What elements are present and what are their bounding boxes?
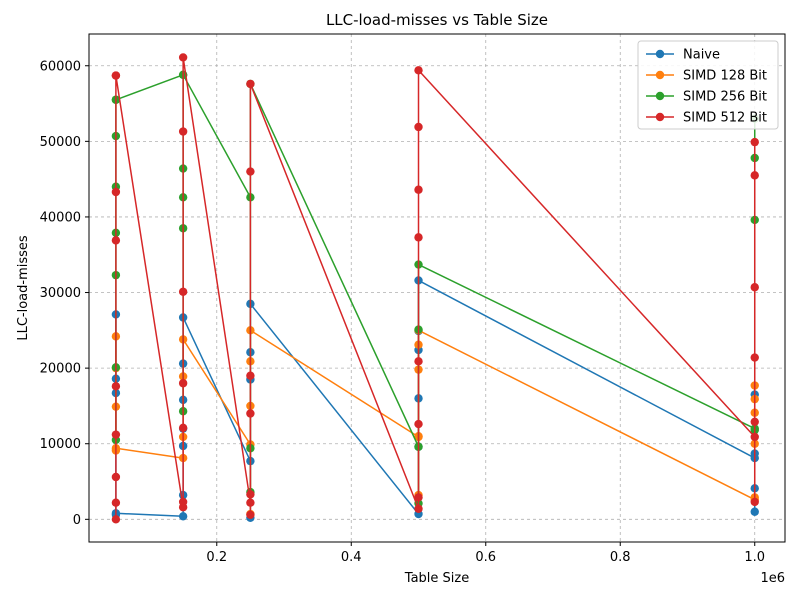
legend-marker xyxy=(655,70,665,80)
data-point xyxy=(246,510,255,519)
legend-item: SIMD 256 Bit xyxy=(646,90,767,105)
data-point xyxy=(246,79,255,89)
legend-item: SIMD 128 Bit xyxy=(646,69,767,84)
series-layer xyxy=(111,53,759,524)
plot-frame xyxy=(88,33,786,543)
x-axis-ticks: 0.2 0.4 0.6 0.8 1.0 xyxy=(206,542,765,565)
y-tick-label: 60000 xyxy=(40,59,81,74)
data-point xyxy=(178,287,188,296)
data-point xyxy=(246,371,255,380)
data-point xyxy=(111,187,121,197)
x-tick-label: 0.6 xyxy=(475,550,496,565)
data-point xyxy=(246,490,255,499)
data-point xyxy=(750,283,759,292)
data-point xyxy=(750,497,759,507)
data-point xyxy=(414,233,423,242)
legend-label: SIMD 256 Bit xyxy=(683,90,767,105)
data-point xyxy=(178,497,188,507)
grid xyxy=(89,34,785,542)
data-point xyxy=(111,515,121,524)
y-tick-label: 30000 xyxy=(40,286,81,301)
data-point xyxy=(178,423,188,433)
data-point xyxy=(111,382,121,391)
data-point xyxy=(414,185,423,194)
y-axis-label: LLC-load-misses xyxy=(16,235,31,341)
data-point xyxy=(414,357,423,366)
data-point xyxy=(111,71,121,80)
y-tick-label: 50000 xyxy=(40,135,81,150)
legend-label: SIMD 128 Bit xyxy=(683,69,767,84)
data-point xyxy=(178,127,188,136)
x-axis-label: Table Size xyxy=(404,571,469,586)
data-point xyxy=(178,512,188,521)
legend-label: SIMD 512 Bit xyxy=(683,111,767,126)
y-tick-label: 40000 xyxy=(40,210,81,225)
y-tick-label: 10000 xyxy=(40,437,81,452)
data-point xyxy=(414,66,423,75)
data-point xyxy=(111,472,121,482)
legend-item: Naive xyxy=(646,48,720,63)
data-point xyxy=(414,504,423,513)
y-axis-ticks: 0 10000 20000 30000 40000 50000 60000 xyxy=(40,59,89,528)
data-point xyxy=(178,379,188,388)
data-point xyxy=(246,498,255,507)
y-tick-label: 20000 xyxy=(40,362,81,377)
data-point xyxy=(246,167,255,176)
x-axis-offset-label: 1e6 xyxy=(760,571,785,586)
legend: Naive SIMD 128 Bit SIMD 256 Bit SIMD 512 Bi… xyxy=(637,40,779,130)
y-tick-label: 0 xyxy=(73,513,81,528)
x-tick-label: 0.8 xyxy=(610,550,631,565)
legend-marker xyxy=(655,49,665,59)
data-point xyxy=(750,137,759,147)
chart-title: LLC-load-misses vs Table Size xyxy=(326,11,548,29)
data-point xyxy=(414,493,423,502)
legend-marker xyxy=(655,91,665,101)
data-point xyxy=(750,507,759,516)
legend-label: Naive xyxy=(683,48,720,63)
series-simd-512-bit xyxy=(111,53,759,524)
data-point xyxy=(111,498,121,507)
legend-box xyxy=(637,40,779,130)
data-point xyxy=(178,53,188,62)
x-tick-label: 1.0 xyxy=(744,550,765,565)
data-point xyxy=(111,236,121,245)
data-point xyxy=(750,171,759,180)
data-point xyxy=(111,430,121,439)
x-tick-label: 0.4 xyxy=(341,550,362,565)
data-point xyxy=(750,353,759,362)
data-point xyxy=(414,122,423,132)
data-point xyxy=(246,409,255,418)
series-line xyxy=(115,56,756,521)
legend-item: SIMD 512 Bit xyxy=(646,111,767,126)
legend-marker xyxy=(655,112,665,122)
data-point xyxy=(750,432,759,442)
data-point xyxy=(750,417,759,426)
x-tick-label: 0.2 xyxy=(206,550,227,565)
data-point xyxy=(414,419,423,429)
